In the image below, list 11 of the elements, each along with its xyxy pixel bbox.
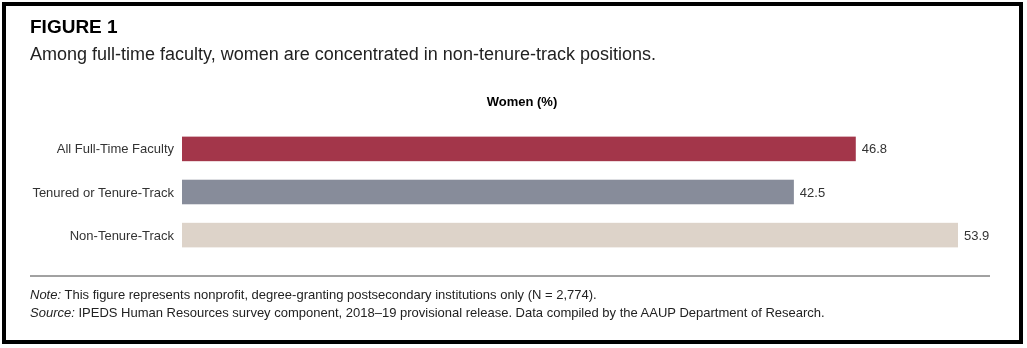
x-axis-title: Women (%) <box>486 94 558 109</box>
chart-title: FIGURE 1 <box>30 16 119 37</box>
y-tick-label: Tenured or Tenure-Track <box>32 184 175 200</box>
y-tick-label: Non-Tenure-Track <box>69 227 175 243</box>
data-label: 42.5 <box>799 184 826 200</box>
data-label: 53.9 <box>964 227 990 243</box>
y-tick-label: All Full-Time Faculty <box>56 141 175 157</box>
data-label: 46.8 <box>861 141 888 157</box>
chart-subtitle: Among full-time faculty, women are concentrated in non-tenure-track positions. <box>30 44 656 64</box>
source-note: Source: IPEDS Human Resources survey component, 2018–19 provisional release. Data compiled by the AAUP Department of Research. <box>30 305 825 320</box>
text: Note: This figure represents nonprofit, degree-granting postsecondary institutions only (N = 2,774). <box>30 287 597 302</box>
